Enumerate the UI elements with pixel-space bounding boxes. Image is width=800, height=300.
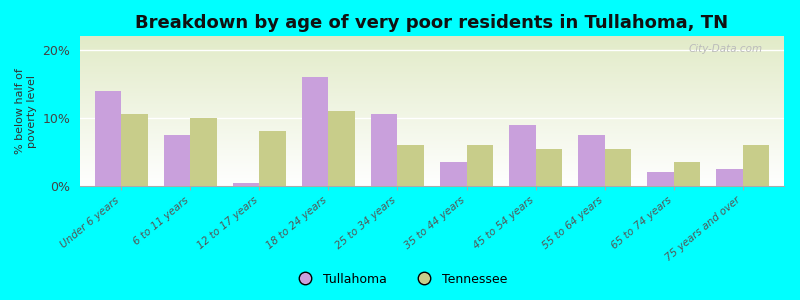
Bar bbox=[716, 169, 742, 186]
Bar bbox=[190, 118, 217, 186]
Legend: Tullahoma, Tennessee: Tullahoma, Tennessee bbox=[288, 268, 512, 291]
Bar bbox=[329, 111, 354, 186]
Bar bbox=[510, 124, 535, 186]
Bar bbox=[95, 91, 122, 186]
Bar bbox=[398, 145, 424, 186]
Bar bbox=[164, 135, 190, 186]
Bar bbox=[742, 145, 769, 186]
Bar bbox=[234, 183, 259, 186]
Bar bbox=[466, 145, 493, 186]
Bar bbox=[578, 135, 605, 186]
Text: City-Data.com: City-Data.com bbox=[689, 44, 763, 53]
Title: Breakdown by age of very poor residents in Tullahoma, TN: Breakdown by age of very poor residents … bbox=[135, 14, 729, 32]
Bar bbox=[647, 172, 674, 186]
Bar bbox=[674, 162, 700, 186]
Bar bbox=[535, 148, 562, 186]
Bar bbox=[440, 162, 466, 186]
Bar bbox=[371, 114, 398, 186]
Bar bbox=[302, 77, 329, 186]
Bar bbox=[605, 148, 630, 186]
Y-axis label: % below half of
poverty level: % below half of poverty level bbox=[15, 68, 37, 154]
Bar bbox=[122, 114, 148, 186]
Bar bbox=[259, 131, 286, 186]
